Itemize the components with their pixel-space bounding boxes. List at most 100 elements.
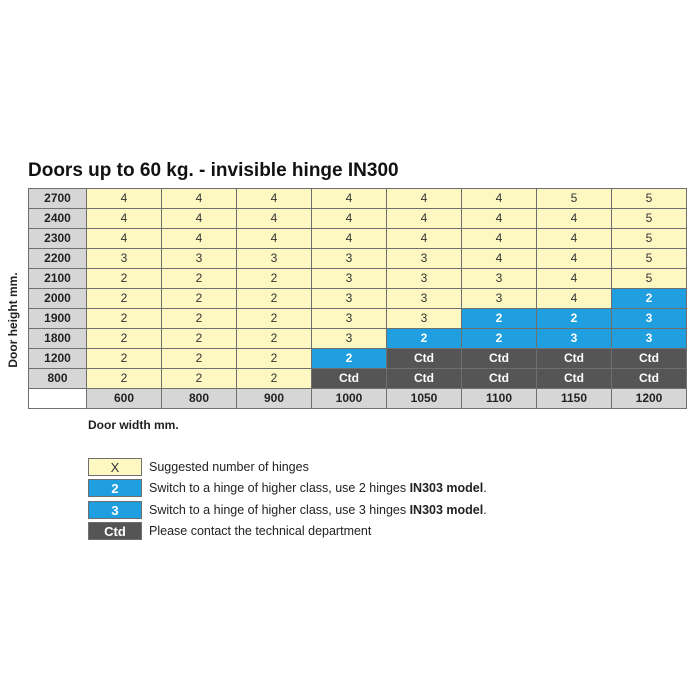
row-header-height: 2700 bbox=[28, 188, 87, 209]
table-cell: 2 bbox=[86, 328, 162, 349]
table-cell: 2 bbox=[236, 308, 312, 329]
table-cell: 3 bbox=[386, 268, 462, 289]
table-cell: Ctd bbox=[611, 368, 687, 389]
table-cell: 3 bbox=[611, 308, 687, 329]
table-cell: 3 bbox=[536, 328, 612, 349]
row-header-height: 800 bbox=[28, 368, 87, 389]
table-cell: 5 bbox=[536, 188, 612, 209]
table-cell: 2 bbox=[311, 348, 387, 369]
legend-swatch: 3 bbox=[88, 500, 142, 519]
table-cell: 4 bbox=[161, 188, 237, 209]
table-cell: 4 bbox=[536, 208, 612, 229]
table-cell: 2 bbox=[536, 308, 612, 329]
table-row: 2700 4 4 4 4 4 4 5 5 bbox=[28, 188, 687, 209]
legend-text: Switch to a hinge of higher class, use 2… bbox=[149, 481, 487, 495]
table-cell: 3 bbox=[461, 268, 537, 289]
table-cell: Ctd bbox=[611, 348, 687, 369]
table-cell: 4 bbox=[536, 228, 612, 249]
legend-text: Switch to a hinge of higher class, use 3… bbox=[149, 503, 487, 517]
table-cell: 4 bbox=[536, 268, 612, 289]
table-cell: 2 bbox=[161, 368, 237, 389]
table-cell: 4 bbox=[311, 208, 387, 229]
table-cell: 5 bbox=[611, 188, 687, 209]
table-cell: 4 bbox=[461, 208, 537, 229]
table-cell: 3 bbox=[311, 308, 387, 329]
table-row: 1200 2 2 2 2 Ctd Ctd Ctd Ctd bbox=[28, 348, 687, 369]
legend-item: X Suggested number of hinges bbox=[88, 456, 487, 478]
legend-text-end: . bbox=[483, 481, 487, 496]
table-cell: 3 bbox=[311, 248, 387, 269]
table-cell: 2 bbox=[86, 368, 162, 389]
table-cell: 4 bbox=[536, 248, 612, 269]
table-cell: 2 bbox=[461, 328, 537, 349]
legend-swatch: 2 bbox=[88, 479, 142, 498]
corner-cell bbox=[28, 388, 87, 409]
table-cell: 4 bbox=[86, 188, 162, 209]
row-header-height: 2400 bbox=[28, 208, 87, 229]
table-cell: 2 bbox=[236, 368, 312, 389]
table-cell: Ctd bbox=[461, 368, 537, 389]
table-cell: 3 bbox=[236, 248, 312, 269]
table-cell: 3 bbox=[386, 308, 462, 329]
table-row: 2200 3 3 3 3 3 4 4 5 bbox=[28, 248, 687, 269]
table-row: 2300 4 4 4 4 4 4 4 5 bbox=[28, 228, 687, 249]
table-cell: Ctd bbox=[386, 368, 462, 389]
column-header-width: 1200 bbox=[611, 388, 687, 409]
legend: X Suggested number of hinges 2 Switch to a … bbox=[88, 456, 487, 542]
table-cell: 2 bbox=[461, 308, 537, 329]
table-cell: 2 bbox=[161, 348, 237, 369]
y-axis-label-text: Door height mm. bbox=[6, 272, 20, 368]
table-cell: 4 bbox=[386, 228, 462, 249]
table-cell: Ctd bbox=[311, 368, 387, 389]
table-cell: 5 bbox=[611, 228, 687, 249]
table-cell: 2 bbox=[236, 268, 312, 289]
legend-text-model: IN303 model bbox=[409, 481, 484, 496]
column-header-width: 1050 bbox=[386, 388, 462, 409]
table-cell: 3 bbox=[161, 248, 237, 269]
table-cell: Ctd bbox=[386, 348, 462, 369]
table-cell: 2 bbox=[86, 348, 162, 369]
table-cell: 2 bbox=[161, 308, 237, 329]
table-cell: 5 bbox=[611, 268, 687, 289]
legend-text-main: Please contact the technical department bbox=[149, 524, 372, 539]
table-cell: 4 bbox=[311, 228, 387, 249]
column-header-width: 1150 bbox=[536, 388, 612, 409]
table-cell: 2 bbox=[386, 328, 462, 349]
table-row: 800 2 2 2 Ctd Ctd Ctd Ctd Ctd bbox=[28, 368, 687, 389]
legend-item: 3 Switch to a hinge of higher class, use … bbox=[88, 499, 487, 521]
table-cell: 4 bbox=[86, 208, 162, 229]
x-axis-label: Door width mm. bbox=[88, 418, 179, 432]
legend-text: Please contact the technical department bbox=[149, 524, 371, 538]
table-cell: 5 bbox=[611, 248, 687, 269]
y-axis-label: Door height mm. bbox=[2, 250, 24, 390]
table-cell: 2 bbox=[236, 288, 312, 309]
table-cell: 2 bbox=[236, 328, 312, 349]
table-cell: 3 bbox=[86, 248, 162, 269]
row-header-height: 1900 bbox=[28, 308, 87, 329]
row-header-height: 1200 bbox=[28, 348, 87, 369]
table-row: 1800 2 2 2 3 2 2 3 3 bbox=[28, 328, 687, 349]
table-cell: Ctd bbox=[461, 348, 537, 369]
column-header-width: 600 bbox=[86, 388, 162, 409]
legend-swatch: Ctd bbox=[88, 522, 142, 541]
table-cell: 5 bbox=[611, 208, 687, 229]
row-header-height: 2000 bbox=[28, 288, 87, 309]
column-header-width: 1000 bbox=[311, 388, 387, 409]
table-cell: 4 bbox=[311, 188, 387, 209]
table-cell: 4 bbox=[461, 188, 537, 209]
table-cell: 2 bbox=[86, 288, 162, 309]
table-cell: 3 bbox=[611, 328, 687, 349]
table-cell: 4 bbox=[161, 208, 237, 229]
legend-text-model: IN303 model bbox=[409, 502, 484, 517]
row-header-height: 2300 bbox=[28, 228, 87, 249]
table-cell: 2 bbox=[161, 328, 237, 349]
table-row: 2100 2 2 2 3 3 3 4 5 bbox=[28, 268, 687, 289]
column-header-row: 600 800 900 1000 1050 1100 1150 1200 bbox=[28, 388, 687, 409]
legend-text-main: Switch to a hinge of higher class, use 2… bbox=[149, 481, 410, 496]
table-row: 1900 2 2 2 3 3 2 2 3 bbox=[28, 308, 687, 329]
table-cell: 4 bbox=[461, 248, 537, 269]
legend-item: 2 Switch to a hinge of higher class, use … bbox=[88, 478, 487, 500]
column-header-width: 900 bbox=[236, 388, 312, 409]
row-header-height: 2100 bbox=[28, 268, 87, 289]
table-cell: 4 bbox=[86, 228, 162, 249]
